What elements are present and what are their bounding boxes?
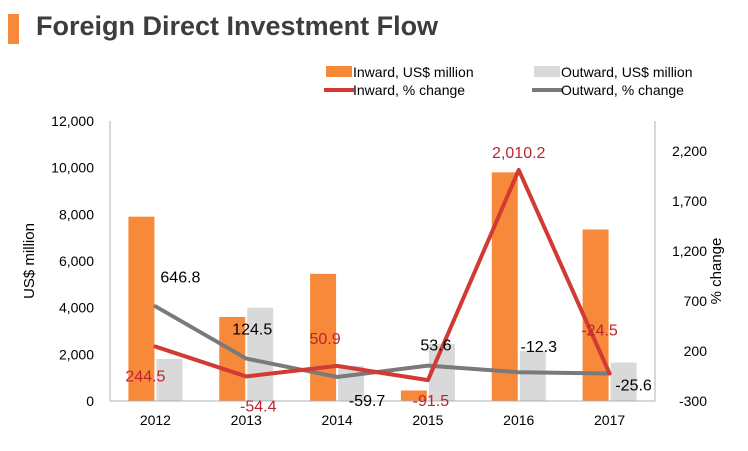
- page-title: Foreign Direct Investment Flow: [36, 11, 439, 41]
- y-axis-title: US$ million: [21, 223, 38, 299]
- x-tick-label-2015: 2015: [412, 412, 443, 428]
- y-tick-label: 4,000: [59, 300, 94, 316]
- outward-bar-2016: [519, 350, 546, 401]
- y-tick-label: 12,000: [51, 113, 94, 129]
- inward-bar-2016: [491, 172, 518, 401]
- outward-bar-2012: [156, 359, 183, 401]
- inward-bar-2013: [219, 317, 246, 401]
- y-tick-label: 2,000: [59, 346, 94, 362]
- legend-swatch-1: [534, 66, 560, 77]
- legend-label-3: Outward, % change: [561, 82, 684, 98]
- y2-tick-label: 700: [684, 293, 708, 309]
- outward-bar-2013: [247, 307, 274, 401]
- inward-change-line: [153, 167, 612, 383]
- legend-label-0: Inward, US$ million: [353, 64, 474, 80]
- x-tick-label-2013: 2013: [231, 412, 262, 428]
- y2-tick-label: -300: [679, 393, 707, 409]
- inward-change-label-2015: -91.5: [413, 393, 450, 410]
- outward-bar-2017: [610, 362, 637, 401]
- inward-change-label-2016: 2,010.2: [492, 145, 545, 162]
- y-tick-label: 8,000: [59, 206, 94, 222]
- outward-bar-2014: [338, 366, 365, 401]
- outward-change-label-2013: 124.5: [232, 322, 272, 339]
- y-tick-label: 0: [86, 393, 94, 409]
- legend-swatch-0: [326, 66, 352, 77]
- inward-change-label-2017: -24.5: [581, 322, 618, 339]
- y2-tick-label: 2,200: [672, 143, 707, 159]
- x-tick-label-2014: 2014: [322, 412, 353, 428]
- inward-bar-2015: [400, 390, 427, 401]
- y2-tick-label: 200: [684, 343, 708, 359]
- legend-label-1: Outward, US$ million: [561, 64, 693, 80]
- inward-change-label-2012: 244.5: [125, 369, 165, 386]
- x-tick-label-2012: 2012: [140, 412, 171, 428]
- y2-tick-label: 1,700: [672, 193, 707, 209]
- outward-change-label-2016: -12.3: [521, 339, 558, 356]
- y2-tick-label: 1,200: [672, 243, 707, 259]
- inward-bar-2012: [128, 216, 155, 401]
- outward-change-label-2015: 53.6: [420, 338, 451, 355]
- y-tick-label: 10,000: [51, 160, 94, 176]
- y2-axis-title: % change: [708, 238, 725, 305]
- inward-change-label-2014: 50.9: [310, 331, 341, 348]
- outward-change-label-2017: -25.6: [615, 378, 652, 395]
- legend-label-2: Inward, % change: [353, 82, 465, 98]
- x-tick-label-2016: 2016: [503, 412, 534, 428]
- title-accent-bar: [8, 14, 19, 44]
- outward-change-label-2012: 646.8: [160, 269, 200, 286]
- outward-change-label-2014: -59.7: [349, 393, 386, 410]
- inward-bar-2014: [310, 273, 337, 401]
- y-tick-label: 6,000: [59, 253, 94, 269]
- x-tick-label-2017: 2017: [594, 412, 625, 428]
- inward-change-label-2013: -54.4: [240, 398, 277, 415]
